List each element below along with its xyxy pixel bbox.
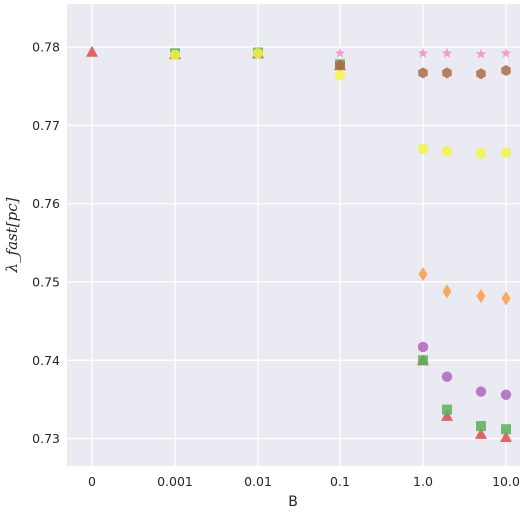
marker-diamond: [476, 289, 486, 304]
x-tick-labels: 0 0.001 0.01 0.1 1.0 10.0: [88, 474, 520, 489]
marker-hexagon: [442, 67, 452, 79]
marker-star: [475, 48, 487, 59]
x-tick-label: 1.0: [413, 474, 433, 489]
y-axis-label: λ_fast[pc]: [3, 197, 21, 273]
y-tick-label: 0.74: [32, 353, 60, 368]
x-tick-label: 0.01: [244, 474, 272, 489]
marker-diamond: [501, 291, 511, 306]
marker-circle: [500, 147, 512, 158]
marker-square: [501, 424, 511, 435]
marker-circle: [417, 143, 429, 155]
marker-hexagon: [501, 65, 511, 77]
y-tick-label: 0.73: [32, 431, 60, 446]
marker-circle: [500, 389, 512, 400]
marker-circle: [441, 146, 453, 157]
marker-hexagon: [418, 67, 428, 79]
marker-triangle: [500, 431, 512, 443]
marker-diamond: [418, 267, 428, 282]
marker-triangle: [441, 409, 453, 421]
x-tick-label: 0.001: [157, 474, 193, 489]
marker-hexagon: [476, 68, 486, 80]
marker-circle: [441, 371, 453, 382]
y-tick-label: 0.78: [32, 40, 60, 55]
y-tick-labels: 0.73 0.74 0.75 0.76 0.77 0.78: [32, 40, 60, 447]
marker-star: [500, 47, 512, 58]
marker-circle: [334, 70, 346, 81]
marker-square: [418, 355, 428, 366]
marker-diamond: [442, 284, 452, 299]
marker-star: [441, 47, 453, 58]
x-axis-label: B: [288, 494, 298, 510]
marker-triangle: [475, 427, 487, 439]
grid: [67, 4, 520, 466]
marker-square: [476, 421, 486, 432]
marker-star: [334, 47, 346, 58]
y-tick-label: 0.76: [32, 196, 60, 211]
marker-triangle: [86, 45, 98, 57]
data-markers: [86, 45, 512, 443]
marker-hexagon: [335, 59, 345, 71]
x-tick-label: 0.1: [330, 474, 350, 489]
y-tick-label: 0.75: [32, 274, 60, 289]
marker-circle: [169, 49, 181, 61]
marker-circle: [417, 341, 429, 353]
x-tick-label: 0: [88, 474, 96, 489]
plot-background: [67, 4, 520, 466]
marker-circle: [252, 48, 264, 59]
marker-circle: [475, 386, 487, 397]
y-tick-label: 0.77: [32, 118, 60, 133]
x-tick-label: 10.0: [492, 474, 520, 489]
marker-square: [442, 404, 452, 415]
marker-circle: [475, 148, 487, 159]
marker-star: [417, 47, 429, 58]
